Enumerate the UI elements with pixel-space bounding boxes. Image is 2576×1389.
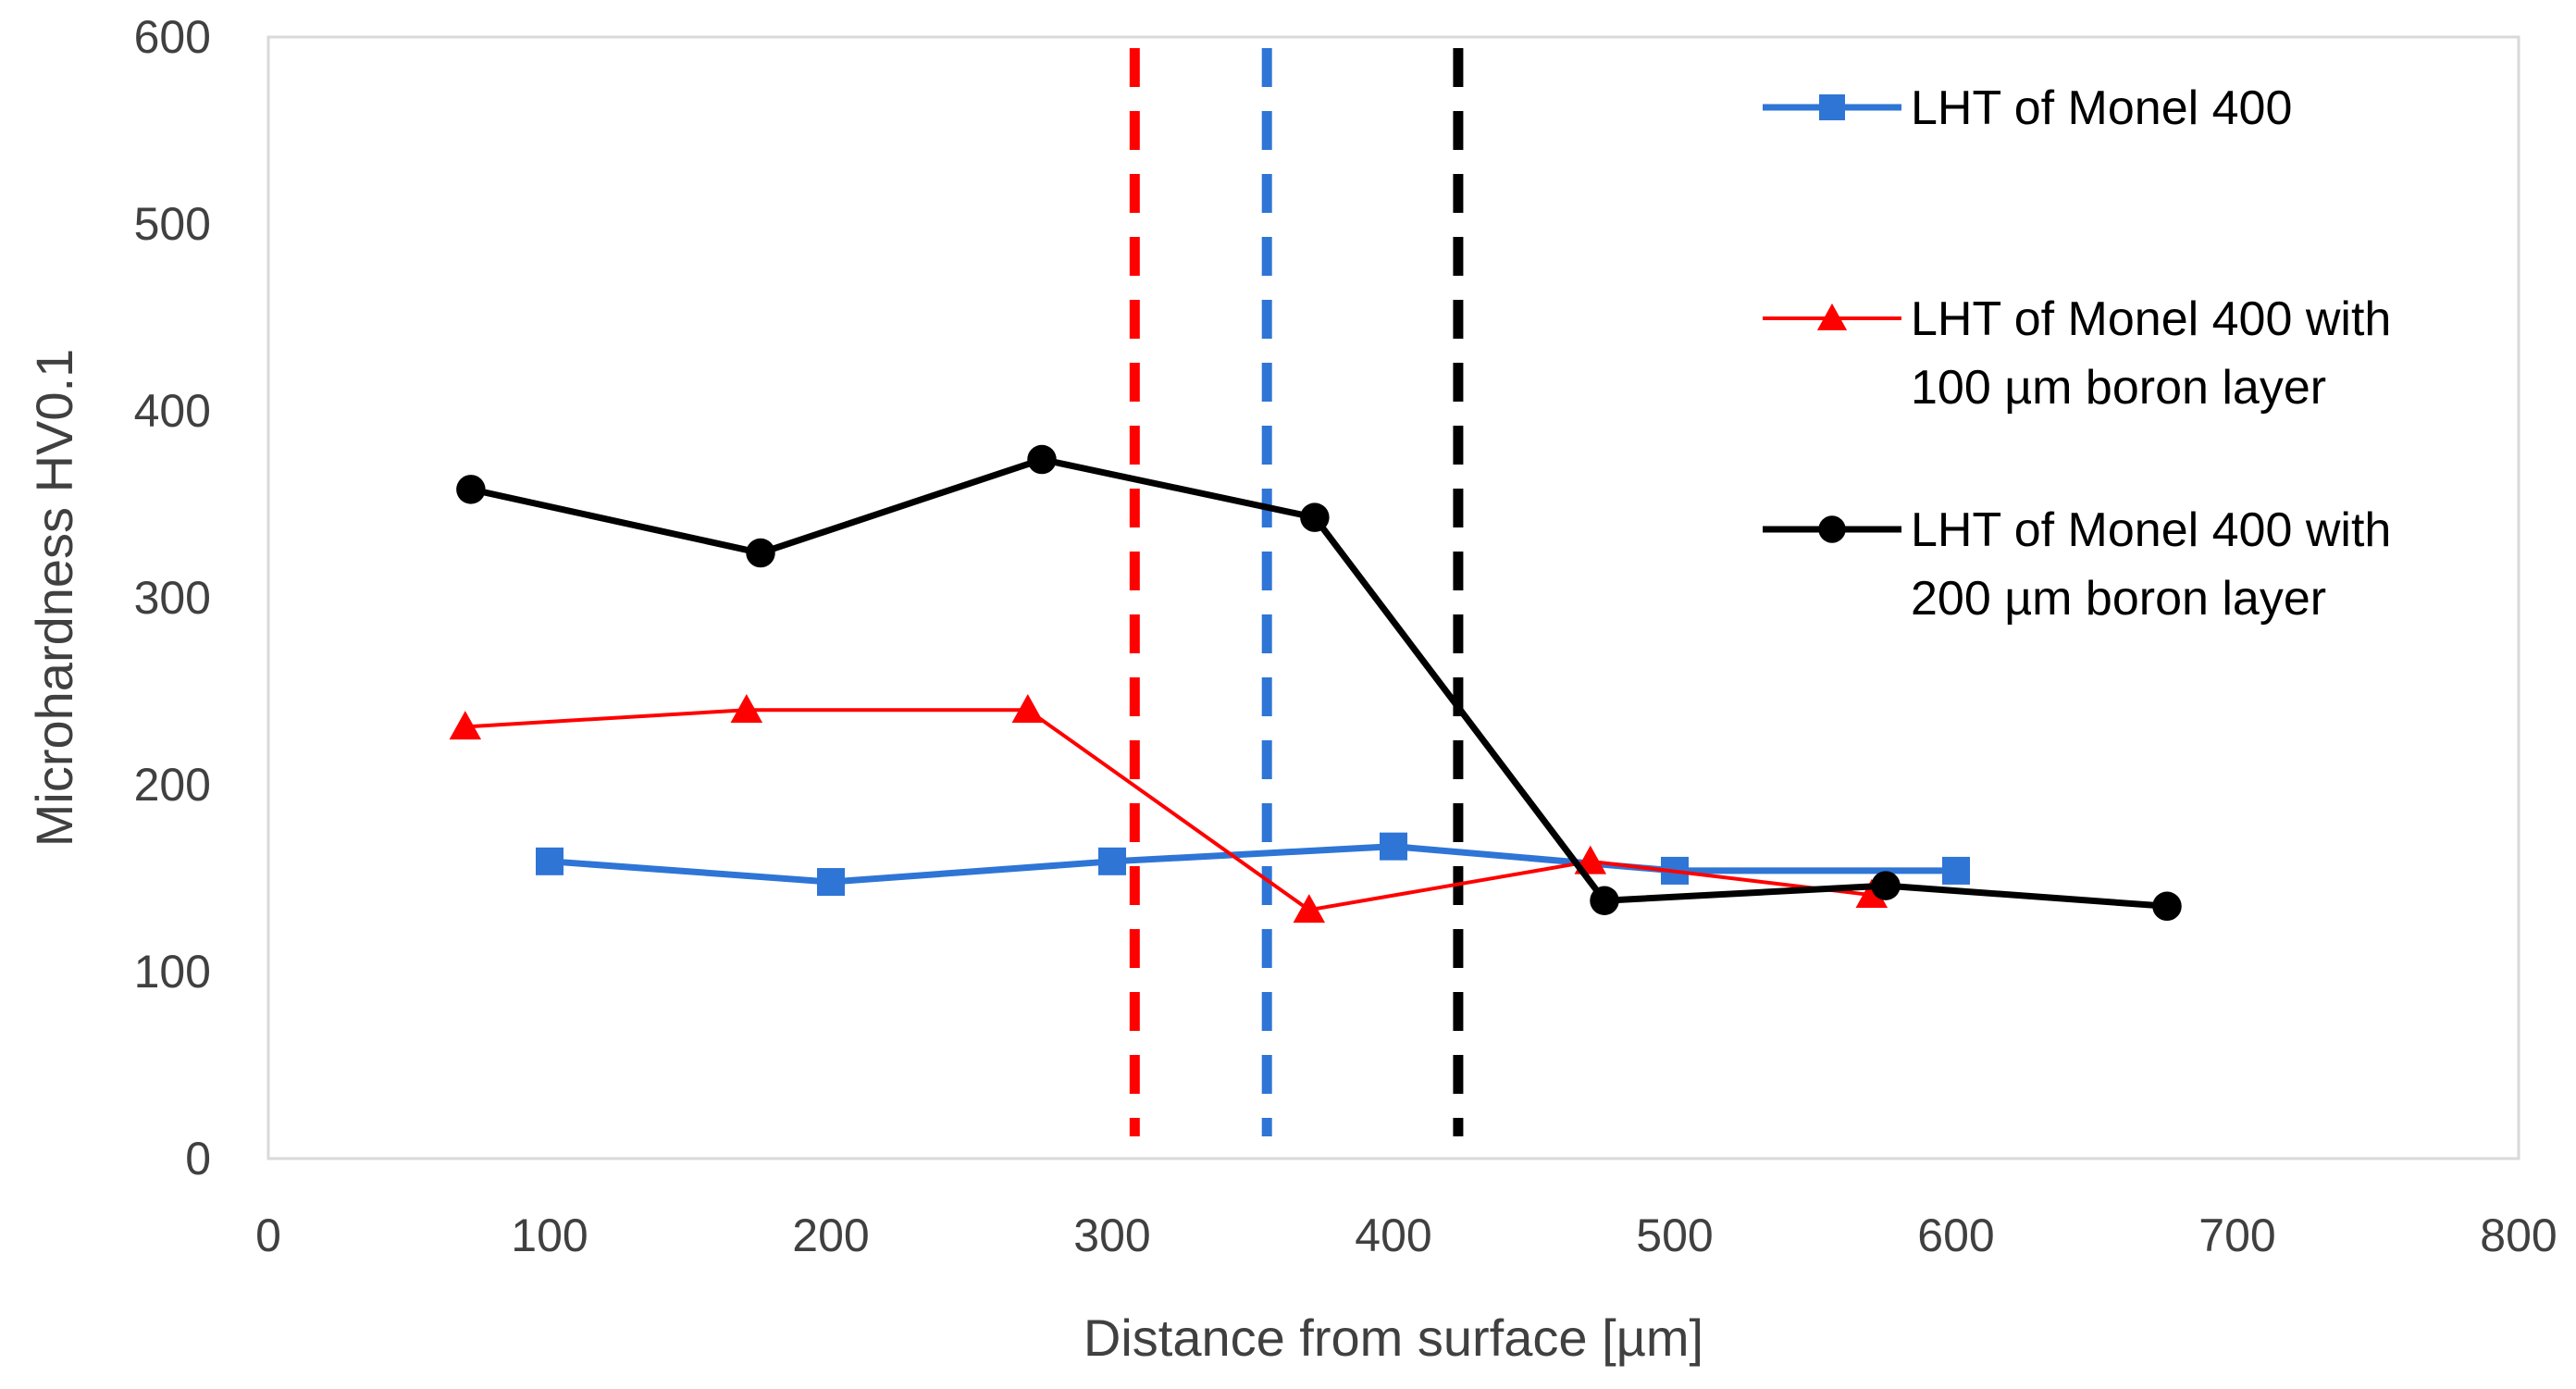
y-axis-ticks: 0 100 200 300 400 500 600 — [134, 11, 211, 1184]
data-point-square — [536, 847, 564, 875]
data-point-square — [1098, 847, 1126, 875]
legend-item: LHT of Monel 400 — [1763, 81, 2292, 135]
legend-label: 200 µm boron layer — [1911, 572, 2326, 626]
data-point-triangle — [1011, 693, 1045, 723]
legend: LHT of Monel 400 LHT of Monel 400 with 100… — [1763, 81, 2391, 626]
data-point-square — [1380, 832, 1407, 861]
y-tick-label: 0 — [185, 1133, 211, 1184]
data-point-triangle — [1816, 303, 1848, 330]
data-point-triangle — [1293, 894, 1326, 924]
data-point-circle — [1871, 871, 1901, 900]
data-point-circle — [1590, 886, 1619, 915]
data-point-triangle — [1855, 878, 1889, 908]
reference-lines — [1129, 48, 1464, 1136]
legend-item: LHT of Monel 400 with 200 µm boron layer — [1763, 503, 2391, 626]
y-tick-label: 600 — [134, 11, 211, 63]
data-point-square — [1819, 94, 1845, 120]
x-axis-ticks: 0 100 200 300 400 500 600 700 800 — [255, 1209, 2557, 1261]
data-point-circle — [1818, 515, 1846, 543]
data-point-circle — [1027, 444, 1057, 475]
x-tick-label: 500 — [1636, 1209, 1713, 1261]
x-tick-label: 800 — [2480, 1209, 2557, 1261]
legend-label: LHT of Monel 400 with — [1911, 292, 2391, 346]
legend-item: LHT of Monel 400 with 100 µm boron layer — [1763, 292, 2391, 415]
series-line — [464, 708, 1873, 912]
legend-label: 100 µm boron layer — [1911, 361, 2326, 415]
y-tick-label: 300 — [134, 572, 211, 624]
y-tick-label: 200 — [134, 759, 211, 811]
data-point-square — [1942, 856, 1970, 885]
data-point-circle — [1300, 502, 1330, 532]
x-tick-label: 600 — [1917, 1209, 1994, 1261]
y-axis-title: Microhardness HV0.1 — [25, 349, 83, 847]
x-tick-label: 200 — [792, 1209, 869, 1261]
x-tick-label: 100 — [511, 1209, 588, 1261]
legend-label: LHT of Monel 400 — [1911, 81, 2292, 135]
data-point-circle — [2152, 891, 2182, 922]
series-3 — [456, 444, 2182, 922]
data-point-square — [817, 868, 845, 897]
data-point-triangle — [449, 711, 482, 740]
legend-label: LHT of Monel 400 with — [1911, 503, 2391, 557]
x-tick-label: 300 — [1073, 1209, 1150, 1261]
series-layer — [449, 444, 2182, 924]
y-tick-label: 400 — [134, 385, 211, 437]
x-tick-label: 400 — [1355, 1209, 1431, 1261]
series-2 — [449, 693, 1889, 924]
x-tick-label: 0 — [255, 1209, 281, 1261]
data-point-circle — [456, 475, 486, 504]
x-tick-label: 700 — [2198, 1209, 2275, 1261]
data-point-circle — [746, 538, 775, 568]
plot-area-frame — [266, 35, 2520, 1160]
series-line — [549, 843, 1956, 886]
y-tick-label: 500 — [134, 198, 211, 250]
x-axis-title: Distance from surface [µm] — [1084, 1308, 1703, 1367]
data-point-triangle — [730, 693, 763, 723]
y-tick-label: 100 — [134, 946, 211, 998]
